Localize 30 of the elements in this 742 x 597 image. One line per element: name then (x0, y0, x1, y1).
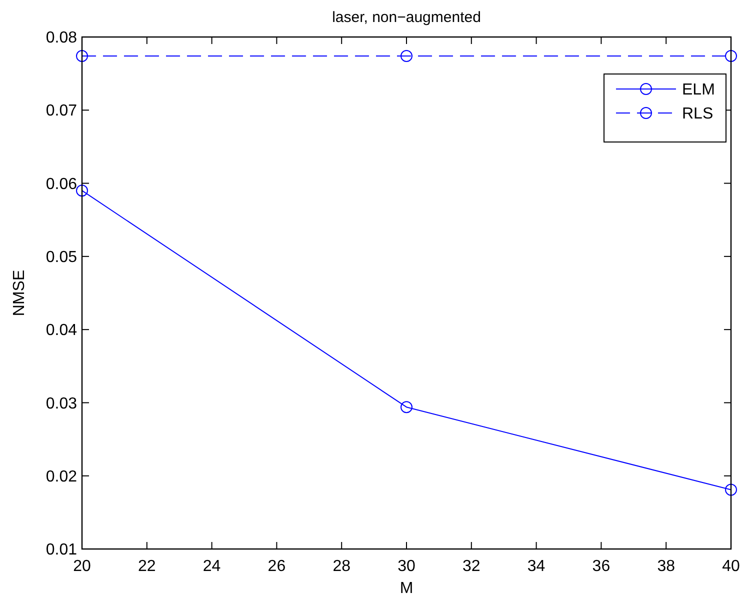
y-tick-label: 0.07 (46, 102, 78, 120)
x-axis-title: M (400, 580, 414, 597)
y-tick-label: 0.04 (46, 322, 78, 340)
x-tick-label: 32 (462, 558, 480, 575)
point (76, 50, 88, 62)
x-tick-label: 34 (527, 558, 546, 575)
x-tick-label: 36 (592, 558, 610, 575)
y-tick-label: 0.03 (46, 395, 78, 412)
x-tick-label: 24 (202, 558, 221, 575)
point (400, 401, 412, 414)
x-tick-label: 40 (722, 558, 740, 575)
x-tick-label: 28 (332, 558, 351, 575)
legend-label: ELM (682, 82, 715, 99)
point (400, 50, 412, 62)
chart-title: laser, non−augmented (332, 9, 481, 26)
x-tick-label: 30 (398, 558, 416, 575)
y-tick-label: 0.05 (46, 249, 78, 266)
x-tick-label: 20 (73, 558, 91, 575)
point (725, 50, 737, 62)
x-tick-label: 26 (268, 558, 286, 575)
y-tick-label: 0.06 (46, 176, 78, 193)
y-tick-label: 0.02 (46, 468, 78, 486)
point (76, 184, 88, 197)
y-tick-label: 0.08 (46, 30, 78, 47)
legend-label: RLS (682, 106, 714, 123)
x-tick-label: 22 (138, 558, 156, 575)
y-tick-label: 0.01 (46, 542, 78, 559)
point (725, 484, 737, 496)
x-tick-label: 38 (657, 558, 676, 575)
y-axis-title: NMSE (11, 270, 28, 316)
